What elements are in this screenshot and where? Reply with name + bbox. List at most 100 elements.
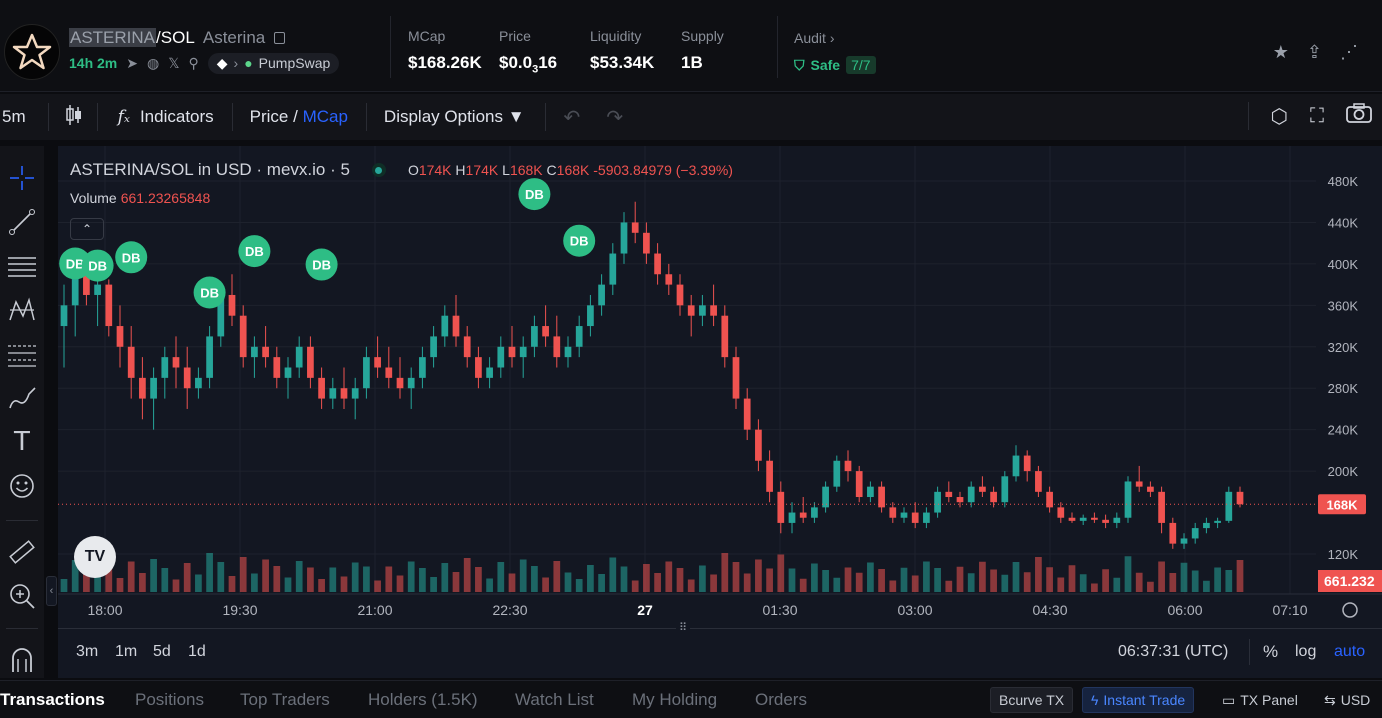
candle-body xyxy=(743,398,751,430)
tx-panel-button[interactable]: ▭ TX Panel xyxy=(1214,687,1306,713)
volume-bar xyxy=(1147,581,1154,592)
audit-link[interactable]: Audit › xyxy=(794,30,834,46)
emoji-icon[interactable] xyxy=(4,468,40,504)
candle-body xyxy=(262,346,269,358)
liquidity-value: $53.34K xyxy=(590,53,655,72)
tab-orders[interactable]: Orders xyxy=(755,690,807,709)
range-5d[interactable]: 5d xyxy=(153,643,171,660)
candle-body xyxy=(1023,455,1031,472)
globe-icon[interactable]: ◍ xyxy=(146,54,160,71)
interval-selector[interactable]: 5m xyxy=(2,107,26,126)
collapse-legend-button[interactable]: ⌃ xyxy=(70,218,104,240)
price-toggle[interactable]: Price xyxy=(249,107,289,126)
price-chart[interactable]: 480K 440K 400K 360K 320K 280K 240K 200K 120K 18:0… xyxy=(58,146,1382,678)
auto-scale-toggle[interactable]: auto xyxy=(1334,643,1366,660)
crosshair-icon[interactable] xyxy=(4,160,40,196)
price-mcap-toggle[interactable]: Price / MCap xyxy=(250,107,348,127)
candle-body xyxy=(385,367,393,378)
db-marker-label: DB xyxy=(245,244,264,259)
log-scale-toggle[interactable]: log xyxy=(1295,643,1317,660)
zoom-in-icon[interactable] xyxy=(4,578,40,614)
volume-bar xyxy=(139,573,146,592)
chart-title: ASTERINA/SOL in USD · mevx.io · 5 xyxy=(70,160,350,179)
undo-icon[interactable]: ↶ xyxy=(563,106,581,129)
tab-transactions[interactable]: Transactions xyxy=(0,690,105,709)
volume-bar xyxy=(822,570,829,592)
dex-pill[interactable]: ◆ › ● PumpSwap xyxy=(207,52,340,74)
volume-bar xyxy=(1191,570,1199,592)
pattern-icon[interactable] xyxy=(4,292,40,328)
trend-line-icon[interactable] xyxy=(4,204,40,240)
candle-body xyxy=(396,377,404,389)
volume-bar xyxy=(463,558,471,592)
volume-bar xyxy=(497,562,505,592)
tab-positions[interactable]: Positions xyxy=(135,690,204,709)
camera-icon[interactable] xyxy=(1346,103,1372,129)
tab-my-holding[interactable]: My Holding xyxy=(632,690,718,709)
copy-icon[interactable] xyxy=(273,32,285,44)
candle-body xyxy=(351,388,359,399)
last-volume-label: 661.232 xyxy=(1324,573,1375,589)
x-tick-label: 19:30 xyxy=(222,602,257,618)
db-marker-label: DB xyxy=(88,259,107,274)
candle-type-icon[interactable] xyxy=(65,104,83,131)
pill-icon: ◆ xyxy=(216,54,228,71)
star-favorite-icon[interactable]: ★ xyxy=(1272,42,1289,62)
audit-status: ⛉ Safe 7/7 xyxy=(794,56,876,74)
collapse-toolbar-handle[interactable]: ‹ xyxy=(46,576,57,606)
magnet-icon[interactable] xyxy=(4,642,40,678)
share-screen-icon[interactable]: ⇪ xyxy=(1306,42,1322,62)
volume-bar xyxy=(71,560,79,592)
volume-legend: Volume 661.23265848 xyxy=(70,190,210,206)
range-1m[interactable]: 1m xyxy=(115,643,138,660)
mcap-toggle[interactable]: MCap xyxy=(302,107,348,126)
audit-status-text: Safe xyxy=(810,57,841,73)
horizontal-lines-icon[interactable] xyxy=(4,248,40,284)
volume-bar xyxy=(609,557,617,592)
currency-toggle[interactable]: ⇆ USD xyxy=(1316,687,1378,713)
toolbar-divider xyxy=(1247,102,1249,130)
candle-body xyxy=(1225,491,1233,521)
close-label: C xyxy=(546,162,557,178)
candle-body xyxy=(228,294,236,316)
tools-divider xyxy=(6,628,38,629)
last-volume-tag xyxy=(1318,570,1382,592)
candlestick-chart[interactable]: 480K 440K 400K 360K 320K 280K 240K 200K 120K 18:0… xyxy=(58,146,1382,628)
percent-scale-toggle[interactable]: % xyxy=(1263,642,1279,661)
metric-mcap: MCap $168.26K xyxy=(408,28,482,73)
x-tick-label: 01:30 xyxy=(762,602,797,618)
telegram-icon[interactable]: ➤ xyxy=(126,54,138,71)
panel-icon: ▭ xyxy=(1222,691,1236,708)
settings-hexagon-icon[interactable]: ⬡ xyxy=(1270,105,1288,128)
range-3m[interactable]: 3m xyxy=(76,643,99,660)
utc-clock[interactable]: 06:37:31 (UTC) xyxy=(1118,643,1229,660)
search-icon[interactable]: ⚲ xyxy=(188,54,199,71)
tab-holders[interactable]: Holders (1.5K) xyxy=(368,690,478,709)
indicators-button[interactable]: Indicators xyxy=(139,107,214,126)
redo-icon[interactable]: ↷ xyxy=(606,106,624,129)
volume-bar xyxy=(1124,556,1132,592)
ruler-icon[interactable] xyxy=(4,534,40,570)
text-tool-icon[interactable]: T xyxy=(14,427,30,457)
fullscreen-icon[interactable]: ⛶ xyxy=(1310,104,1324,127)
tab-watch-list[interactable]: Watch List xyxy=(515,690,594,709)
bcurve-tx-button[interactable]: Bcurve TX xyxy=(990,687,1074,713)
volume-bar xyxy=(1001,574,1009,592)
x-tick-label: 22:30 xyxy=(492,602,527,618)
share-icon[interactable]: ⋰ xyxy=(1340,42,1358,62)
display-options-button[interactable]: Display Options ▼ xyxy=(384,107,525,127)
chart-toolbar: 5m 𝑓ₓ Indicators Price / MCap Display Op… xyxy=(0,94,1382,142)
x-twitter-icon[interactable]: 𝕏 xyxy=(168,54,180,71)
volume-bar xyxy=(990,569,997,592)
range-1d[interactable]: 1d xyxy=(188,643,206,660)
resize-handle-icon[interactable]: ⠿ xyxy=(676,621,691,634)
tradingview-logo-icon[interactable]: TV xyxy=(74,536,116,578)
candle-body xyxy=(329,388,337,399)
instant-trade-button[interactable]: ϟ Instant Trade xyxy=(1082,687,1195,713)
tab-top-traders[interactable]: Top Traders xyxy=(240,690,330,709)
fib-retracement-icon[interactable] xyxy=(4,336,40,372)
volume-bar xyxy=(755,559,762,592)
brush-icon[interactable] xyxy=(4,380,40,416)
volume-bar xyxy=(1035,557,1042,592)
candle-body xyxy=(295,346,303,368)
